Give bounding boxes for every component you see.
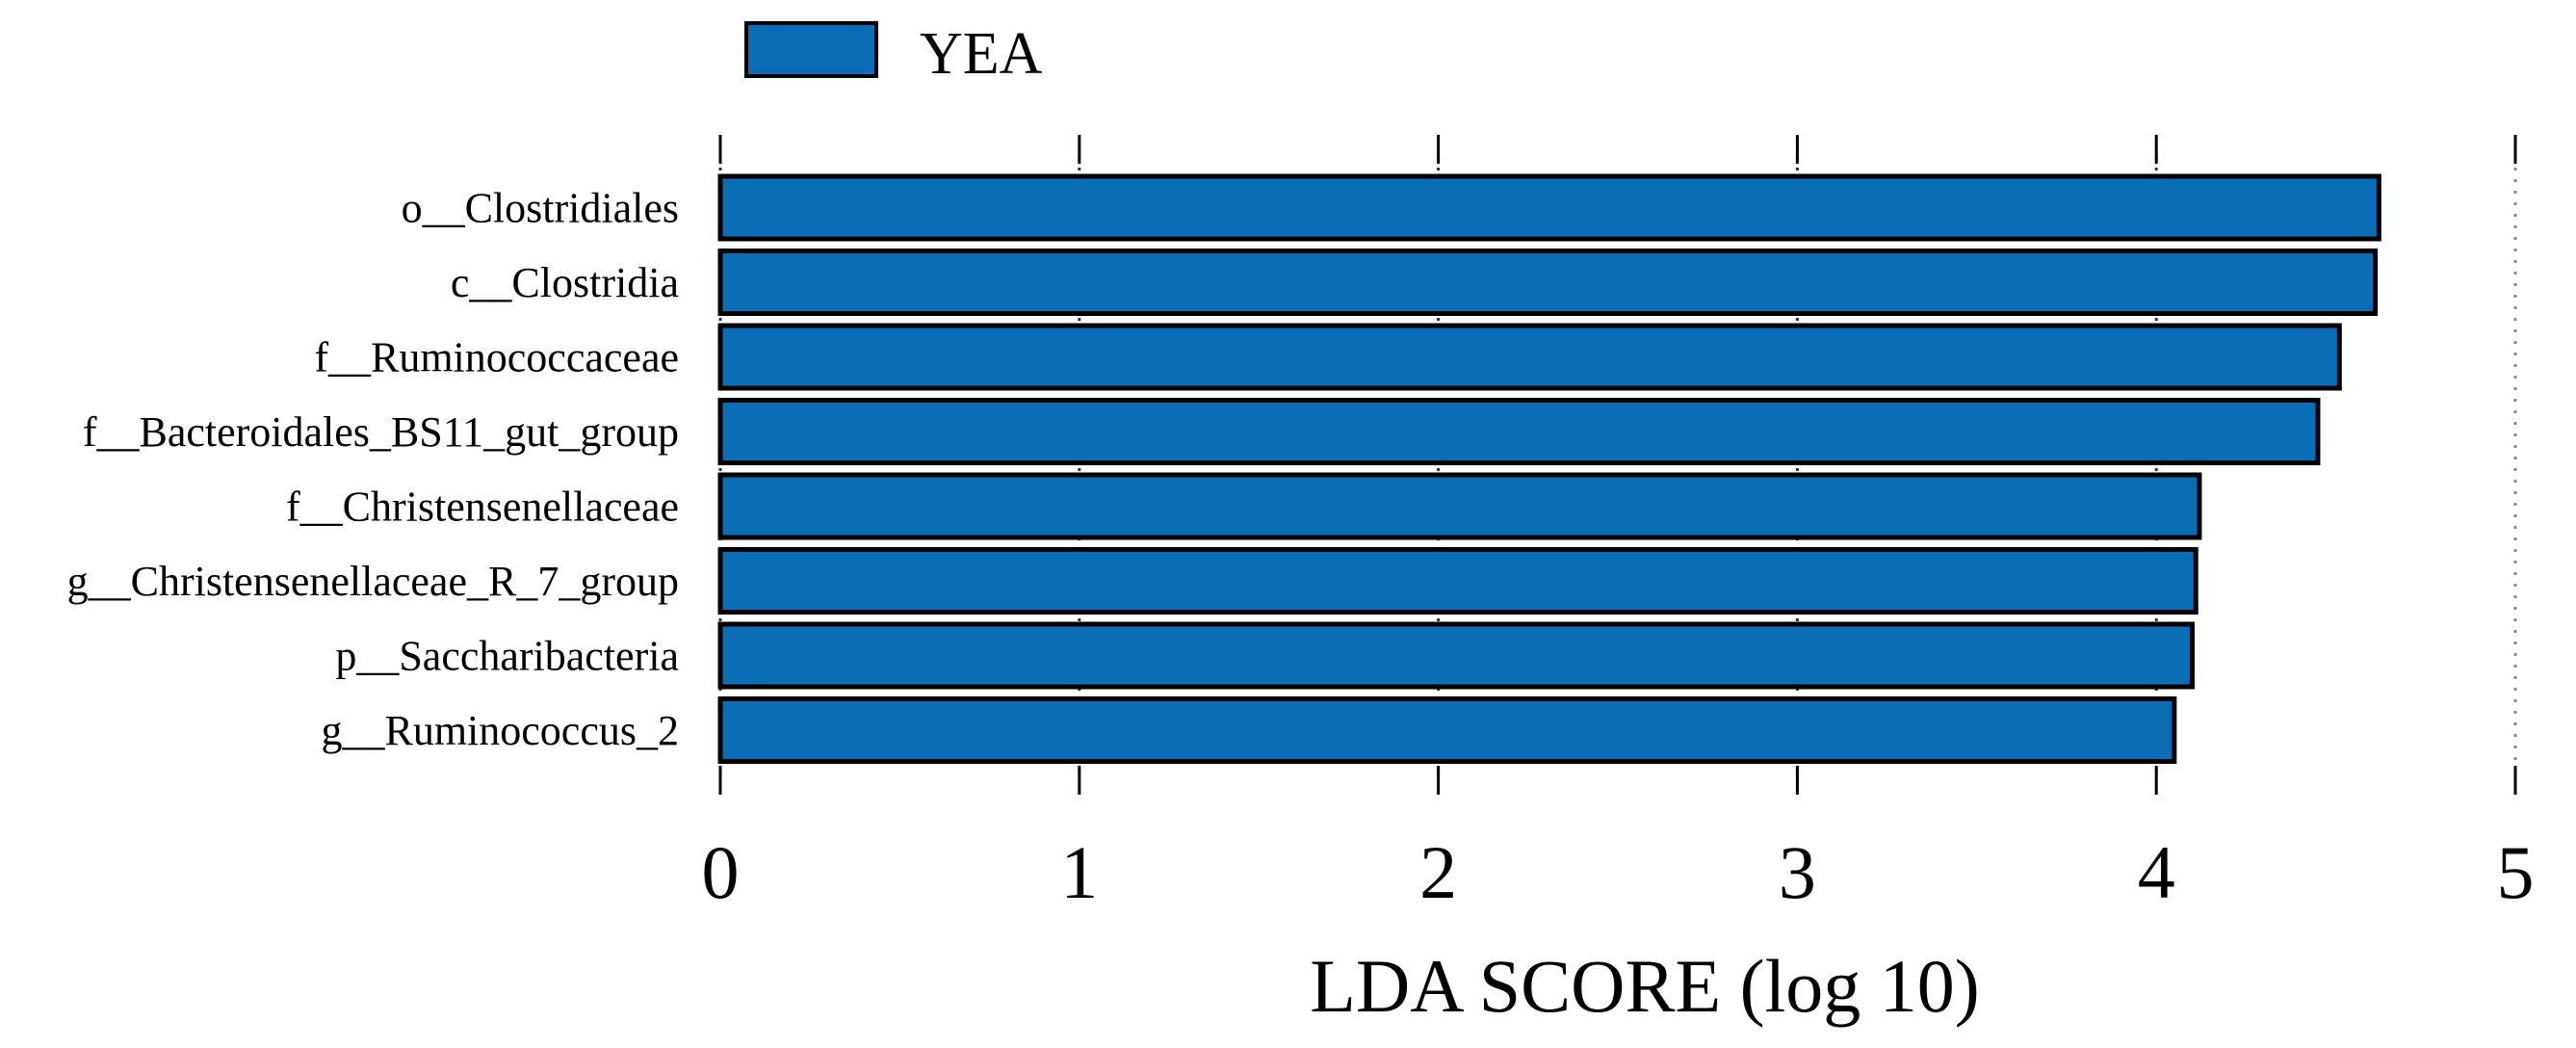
bar-g__Ruminococcus_2 <box>717 696 2177 764</box>
bar-f__Bacteroidales_BS11_gut_group <box>717 398 2321 465</box>
x-axis-ticks: 0 1 2 3 4 5 <box>702 135 2535 914</box>
category-label-f__Christensenellaceae: f__Christensenellaceae <box>286 484 679 531</box>
category-label-o__Clostridiales: o__Clostridiales <box>402 185 679 232</box>
category-label-f__Bacteroidales_BS11_gut_group: f__Bacteroidales_BS11_gut_group <box>83 408 679 456</box>
x-tick-label-3: 3 <box>1779 830 1816 914</box>
x-tick-label-0: 0 <box>702 830 740 914</box>
category-label-p__Saccharibacteria: p__Saccharibacteria <box>335 633 679 680</box>
legend-swatch-yea <box>744 21 878 78</box>
legend: YEA <box>744 21 1043 87</box>
category-label-f__Ruminococcaceae: f__Ruminococcaceae <box>314 334 679 381</box>
x-axis-title: LDA SCORE (log 10) <box>1310 944 1980 1028</box>
category-label-g__Christensenellaceae_R_7_group: g__Christensenellaceae_R_7_group <box>67 558 679 605</box>
category-label-g__Ruminococcus_2: g__Ruminococcus_2 <box>321 707 679 754</box>
x-tick-label-2: 2 <box>1419 830 1457 914</box>
category-label-c__Clostridia: c__Clostridia <box>451 259 679 306</box>
bar-o__Clostridiales <box>717 173 2381 242</box>
bar-p__Saccharibacteria <box>717 621 2195 690</box>
bar-f__Christensenellaceae <box>717 472 2202 540</box>
category-labels: o__Clostridiales c__Clostridia f__Ruminoco… <box>67 185 679 755</box>
bars <box>717 173 2381 764</box>
legend-label-yea: YEA <box>920 21 1043 87</box>
x-tick-label-5: 5 <box>2497 830 2535 914</box>
bar-f__Ruminococcaceae <box>717 323 2342 391</box>
bar-c__Clostridia <box>717 249 2379 316</box>
x-tick-label-1: 1 <box>1060 830 1098 914</box>
x-tick-label-4: 4 <box>2138 830 2175 914</box>
bar-g__Christensenellaceae_R_7_group <box>717 547 2199 615</box>
